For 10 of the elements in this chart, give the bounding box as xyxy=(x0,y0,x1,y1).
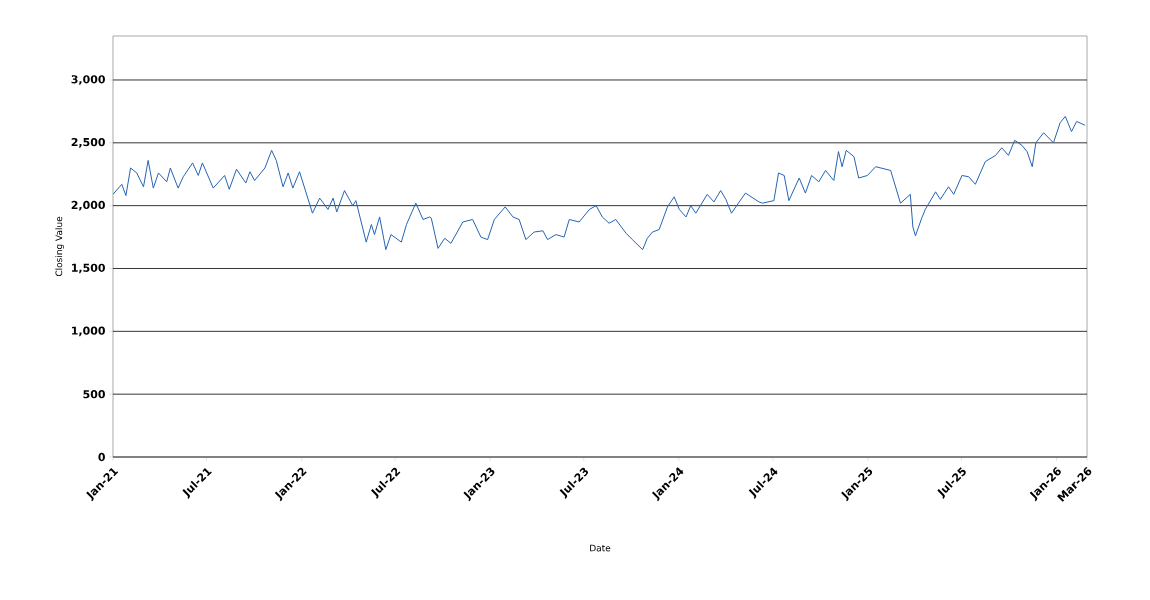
y-tick-label: 2,000 xyxy=(71,200,105,211)
y-tick-label: 2,500 xyxy=(71,137,105,148)
y-tick-label: 0 xyxy=(98,452,105,462)
y-tick-label: 1,500 xyxy=(72,263,105,274)
x-axis-title: Date xyxy=(590,544,611,552)
y-tick-label: 1,000 xyxy=(72,326,105,337)
y-axis-title: Closing Value xyxy=(55,216,64,277)
y-tick-label: 3,000 xyxy=(71,75,105,85)
y-tick-label: 500 xyxy=(83,390,105,399)
line-series xyxy=(113,115,1086,251)
